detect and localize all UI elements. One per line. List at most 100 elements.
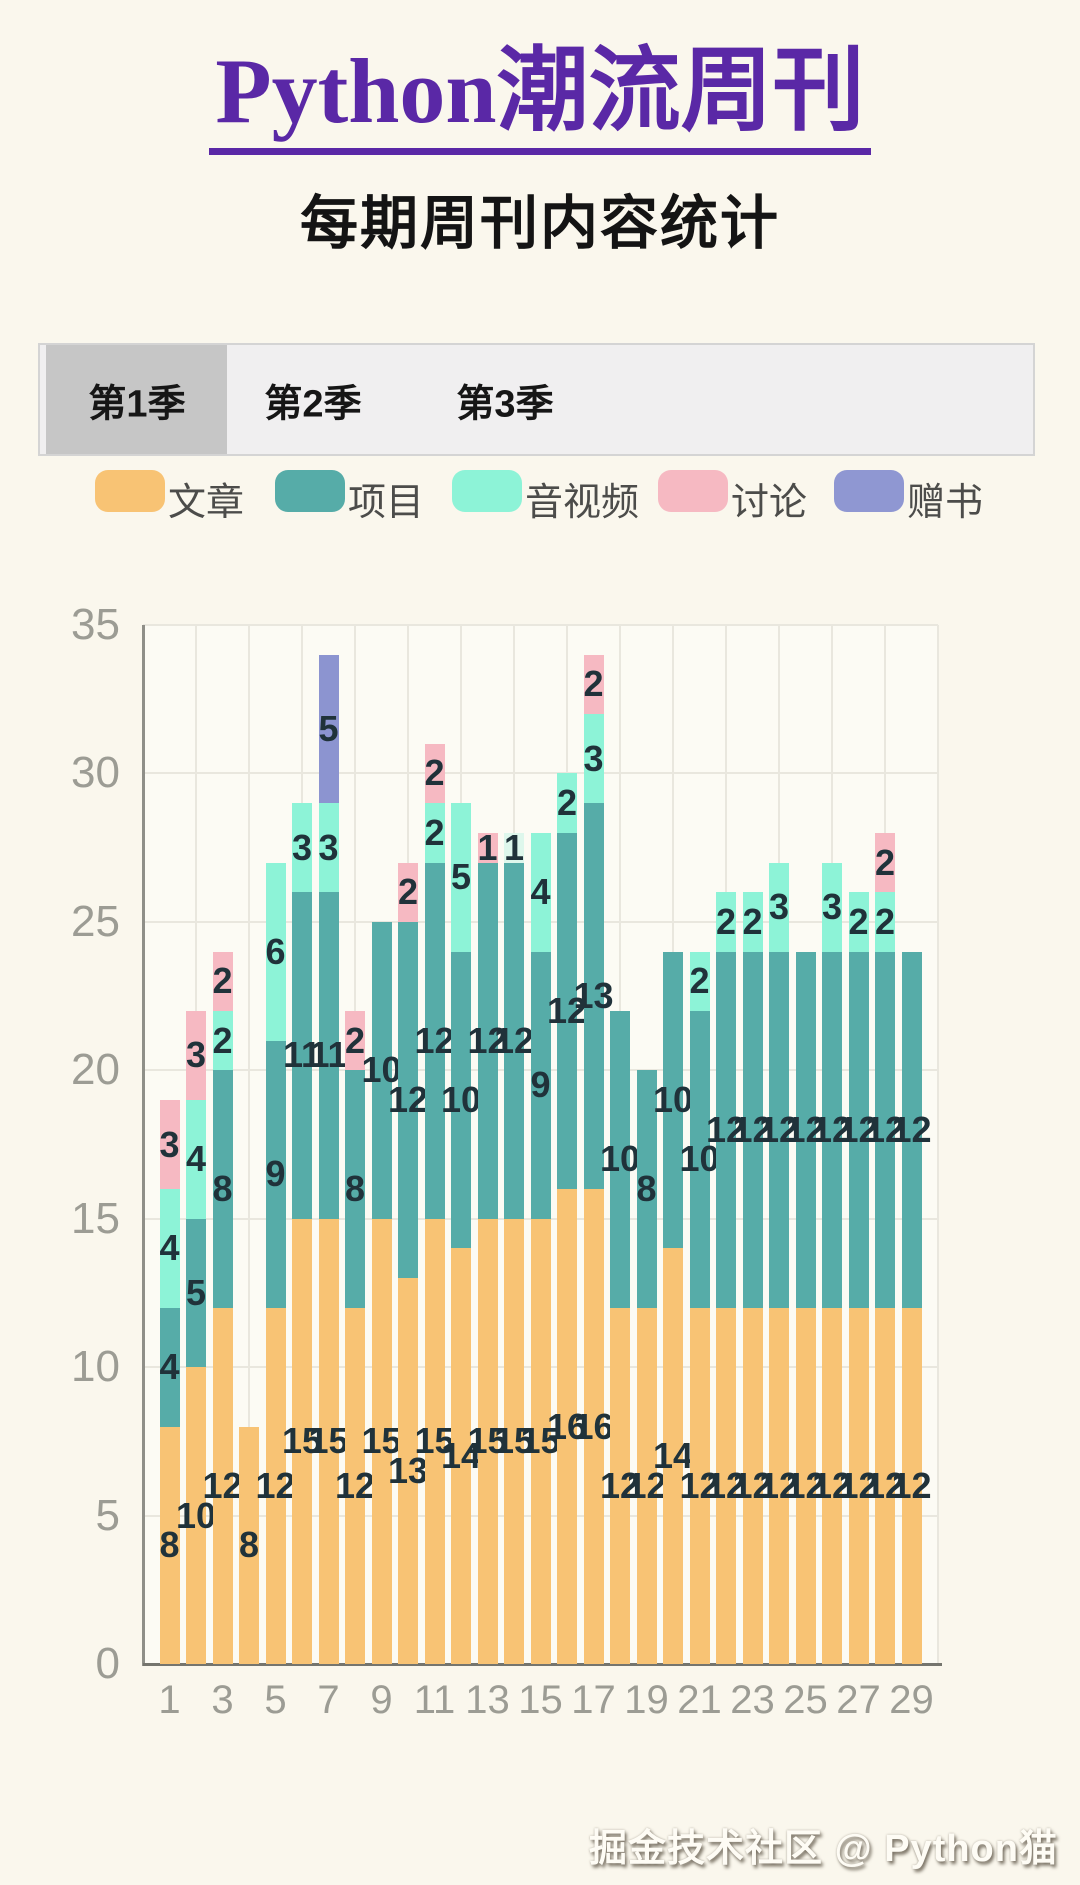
bar-segment-音视频 xyxy=(583,714,604,804)
bar-value-label: 13 xyxy=(387,1450,429,1492)
x-tick-label: 9 xyxy=(370,1678,393,1722)
bar-value-label: 12 xyxy=(387,1078,429,1120)
bar-value-label: 3 xyxy=(185,1034,207,1076)
x-tick-label: 25 xyxy=(783,1678,828,1722)
bar-value-label: 12 xyxy=(838,1108,879,1150)
bar-segment-文章 xyxy=(371,1218,392,1664)
bar-value-label: 3 xyxy=(159,1123,180,1165)
bar-segment-文章 xyxy=(716,1307,736,1664)
x-tick-label: 21 xyxy=(677,1678,722,1722)
bar-value-label: 10 xyxy=(175,1494,217,1536)
bar-segment-音视频 xyxy=(265,862,286,1041)
bar-value-label: 2 xyxy=(583,663,604,705)
bar-value-label: 12 xyxy=(705,1464,747,1506)
bar-value-label: 12 xyxy=(679,1464,720,1506)
y-tick-label: 5 xyxy=(95,1490,120,1540)
bar-segment-项目 xyxy=(292,892,312,1219)
bar-value-label: 3 xyxy=(583,737,604,779)
legend-item-articles[interactable]: 文章 xyxy=(95,468,245,524)
bar-segment-文章 xyxy=(504,1218,524,1664)
bar-value-label: 12 xyxy=(202,1464,243,1506)
bar-value-label: 12 xyxy=(732,1464,773,1506)
y-tick-label: 20 xyxy=(71,1045,120,1095)
bar-value-label: 8 xyxy=(344,1168,366,1210)
x-tick-label: 11 xyxy=(413,1678,456,1722)
y-tick-label: 15 xyxy=(71,1193,120,1243)
gridline-horizontal xyxy=(143,772,938,775)
bar-value-label: 10 xyxy=(652,1078,694,1120)
bar-segment-项目 xyxy=(663,951,683,1249)
tab-season-2[interactable]: 第2季 xyxy=(264,383,362,425)
bar-segment-项目 xyxy=(265,1040,286,1308)
tab-season-1[interactable]: 第1季 xyxy=(88,383,186,425)
bar-value-label: 2 xyxy=(689,960,710,1002)
x-tick-label: 3 xyxy=(211,1678,234,1722)
bar-value-label: 10 xyxy=(361,1049,402,1091)
bar-segment-文章 xyxy=(424,1218,445,1664)
bar-segment-项目 xyxy=(318,892,339,1219)
bar-value-label: 16 xyxy=(573,1405,614,1447)
bar-value-label: 2 xyxy=(397,871,419,913)
gridline-vertical xyxy=(248,625,250,1664)
bar-value-label: 12 xyxy=(599,1464,641,1506)
bar-value-label: 2 xyxy=(212,1019,233,1061)
bar-segment-讨论 xyxy=(186,1010,206,1100)
bar-segment-文章 xyxy=(265,1307,286,1664)
bar-value-label: 14 xyxy=(652,1435,694,1477)
chart-title: 每期周刊内容统计 xyxy=(299,191,780,256)
tab-season-3[interactable]: 第3季 xyxy=(456,383,554,425)
bar-value-label: 13 xyxy=(573,975,614,1017)
bar-segment-音视频 xyxy=(530,832,551,952)
bar-segment-项目 xyxy=(530,951,551,1219)
y-tick-label: 30 xyxy=(71,748,120,798)
legend-item-projects[interactable]: 项目 xyxy=(275,468,425,524)
bar-segment-项目 xyxy=(716,951,736,1308)
bar-segment-文章 xyxy=(212,1307,233,1664)
bar-value-label: 12 xyxy=(785,1108,826,1150)
chart-legend: 文章 项目 音视频 讨论 赠书 xyxy=(0,468,1080,524)
legend-item-books[interactable]: 赠书 xyxy=(834,468,984,524)
bar-value-label: 9 xyxy=(530,1064,551,1106)
bar-segment-项目 xyxy=(742,951,763,1308)
bar-segment-音视频 xyxy=(742,892,763,952)
bar-value-label: 10 xyxy=(679,1138,720,1180)
bar-segment-讨论 xyxy=(212,951,233,1011)
bar-segment-音视频 xyxy=(557,773,577,833)
bar-value-label: 12 xyxy=(334,1464,376,1506)
bar-value-label: 12 xyxy=(864,1464,906,1506)
bar-segment-音视频 xyxy=(875,892,895,952)
y-tick-label: 10 xyxy=(71,1342,120,1392)
bar-segment-项目 xyxy=(451,951,471,1249)
bar-value-label: 12 xyxy=(864,1108,906,1150)
bar-value-label: 15 xyxy=(414,1420,455,1462)
bar-value-label: 12 xyxy=(255,1464,296,1506)
articles-swatch-icon xyxy=(95,470,165,512)
bar-segment-项目 xyxy=(583,803,604,1190)
legend-item-media[interactable]: 音视频 xyxy=(452,468,642,524)
bar-value-label: 12 xyxy=(891,1464,932,1506)
bar-segment-文章 xyxy=(901,1307,922,1664)
bar-segment-音视频 xyxy=(186,1099,206,1219)
legend-label: 项目 xyxy=(348,482,425,524)
bar-value-label: 3 xyxy=(318,826,339,868)
bar-value-label: 3 xyxy=(821,886,843,928)
bar-segment-项目 xyxy=(901,951,922,1308)
bar-value-label: 2 xyxy=(848,900,869,942)
legend-label: 音视频 xyxy=(525,482,640,524)
bar-segment-项目 xyxy=(504,862,524,1219)
watermark-credit: 掘金技术社区 @ Python猫 xyxy=(589,1828,1058,1870)
bar-value-label: 15 xyxy=(308,1420,349,1462)
x-tick-label: 5 xyxy=(264,1678,287,1722)
bar-value-label: 12 xyxy=(811,1464,853,1506)
legend-label: 文章 xyxy=(168,482,245,524)
bar-segment-讨论 xyxy=(159,1099,180,1190)
bar-segment-项目 xyxy=(477,862,498,1219)
bar-value-label: 12 xyxy=(414,1019,455,1061)
legend-item-discussion[interactable]: 讨论 xyxy=(658,468,808,524)
bar-segment-讨论 xyxy=(424,743,445,804)
bar-segment-音视频 xyxy=(159,1189,180,1308)
bar-value-label: 2 xyxy=(556,782,578,824)
bar-segment-文章 xyxy=(822,1307,842,1664)
x-tick-label: 13 xyxy=(465,1678,510,1722)
page-title: Python潮流周刊 xyxy=(209,36,871,156)
